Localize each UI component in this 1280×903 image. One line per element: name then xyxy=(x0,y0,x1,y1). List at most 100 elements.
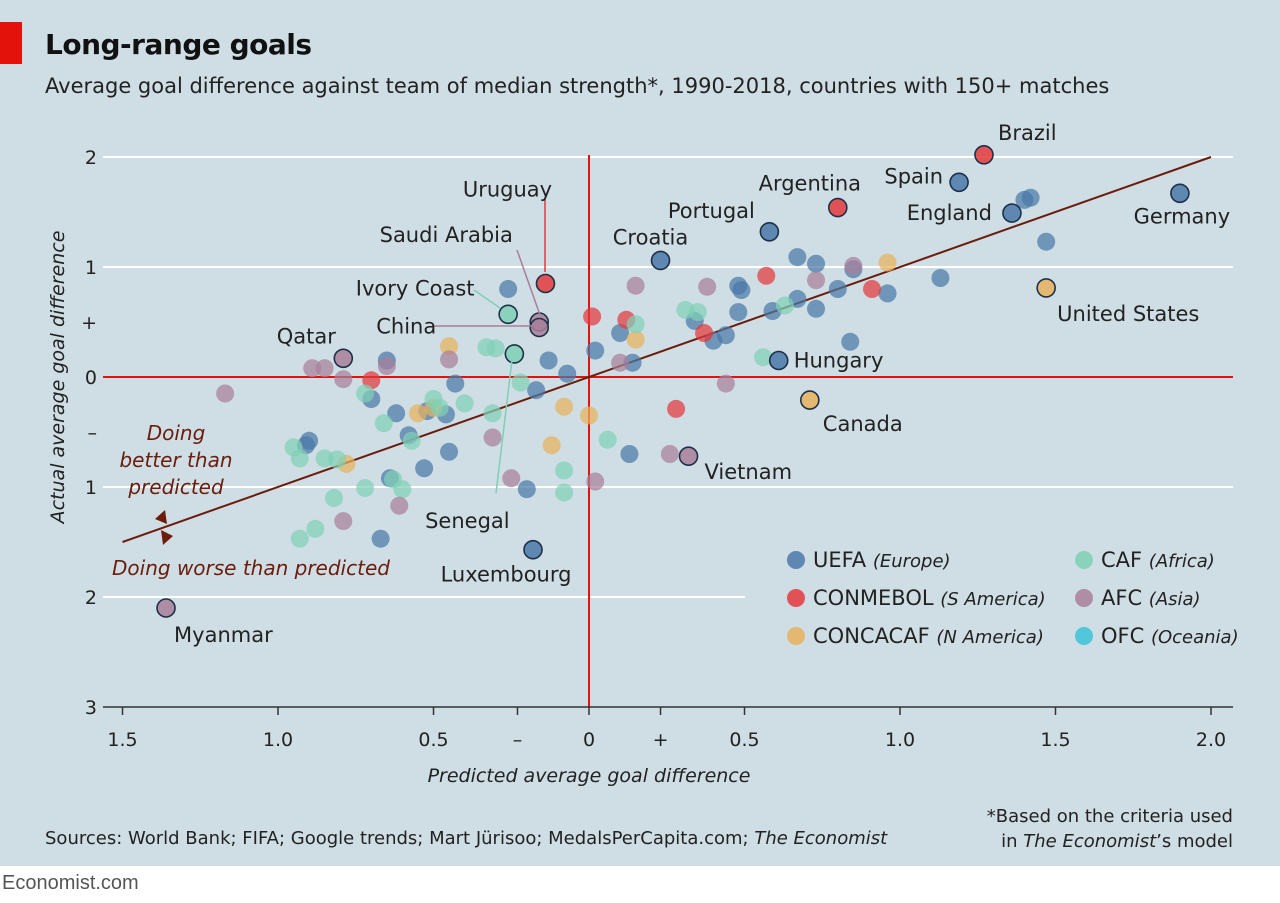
highlighted-point xyxy=(1170,183,1190,204)
data-point xyxy=(807,271,826,290)
legend-label: OFC (Oceania) xyxy=(1101,624,1239,648)
point-label: Brazil xyxy=(998,121,1057,145)
y-tick-label: 0 xyxy=(85,367,97,389)
legend-swatch xyxy=(787,627,805,645)
y-tick-label: 3 xyxy=(85,697,97,719)
data-points xyxy=(156,145,1190,618)
data-point xyxy=(502,469,521,488)
point-label: China xyxy=(376,315,436,339)
data-point xyxy=(539,351,558,370)
trend-line-group xyxy=(122,156,1212,543)
y-tick-label: 2 xyxy=(85,587,97,609)
point-label: Senegal xyxy=(425,509,510,533)
data-point xyxy=(284,438,303,457)
legend-group-name: CAF xyxy=(1101,548,1149,572)
chart-title: Long-range goals xyxy=(45,28,312,61)
data-point xyxy=(542,436,561,455)
point-label: United States xyxy=(1057,302,1199,326)
data-point xyxy=(754,348,773,367)
data-point xyxy=(775,296,794,315)
y-tick-label: 1 xyxy=(85,477,97,499)
data-point xyxy=(558,364,577,383)
data-point xyxy=(626,315,645,334)
data-point xyxy=(455,394,474,413)
annotation-better: better than xyxy=(119,448,232,472)
legend-swatch xyxy=(787,589,805,607)
highlighted-point xyxy=(504,344,525,364)
data-point xyxy=(393,480,412,499)
point-label: Ivory Coast xyxy=(356,276,475,300)
data-point xyxy=(586,472,605,491)
data-point xyxy=(660,445,679,463)
highlighted-point xyxy=(759,222,780,242)
legend-label: UEFA (Europe) xyxy=(813,548,951,572)
data-point xyxy=(1015,190,1034,209)
data-point xyxy=(611,353,630,372)
highlighted-point xyxy=(827,197,848,218)
data-point xyxy=(440,350,459,369)
x-tick-label: 1.0 xyxy=(263,729,293,751)
data-point xyxy=(408,404,427,423)
x-tick-label: 0 xyxy=(583,729,595,751)
highlighted-point xyxy=(768,350,789,371)
legend-swatch xyxy=(1075,627,1093,645)
annotation-better: Doing xyxy=(147,421,206,445)
data-point xyxy=(371,529,390,548)
data-point xyxy=(390,496,409,515)
x-tick-label: + xyxy=(653,729,669,751)
data-point xyxy=(402,431,421,450)
data-point xyxy=(477,338,496,357)
point-label: Uruguay xyxy=(463,178,552,202)
point-label: Croatia xyxy=(613,225,689,249)
data-point xyxy=(828,280,847,298)
footnote: *Based on the criteria used in The Econo… xyxy=(986,806,1233,852)
data-point xyxy=(440,337,459,356)
highlighted-point xyxy=(535,273,556,294)
point-label: Hungary xyxy=(794,349,884,373)
data-point xyxy=(430,398,449,417)
data-point xyxy=(377,357,396,375)
data-point xyxy=(303,359,322,378)
legend-group-name: AFC xyxy=(1101,586,1149,610)
y-tick-label: + xyxy=(81,312,97,334)
x-tick-label: 0.5 xyxy=(418,729,448,751)
point-label: Argentina xyxy=(759,172,861,196)
highlighted-point xyxy=(800,390,820,410)
data-point xyxy=(878,284,897,303)
data-point xyxy=(580,406,598,425)
data-point xyxy=(555,461,574,480)
highlighted-point xyxy=(678,446,699,467)
trend-line xyxy=(122,156,1212,543)
highlighted-point xyxy=(949,172,969,193)
highlighted-point xyxy=(650,250,671,271)
data-point xyxy=(841,332,860,351)
data-point xyxy=(356,384,375,403)
data-point xyxy=(667,399,686,418)
y-axis-title: Actual average goal difference xyxy=(47,231,69,526)
data-point xyxy=(440,442,459,461)
label-leader-line xyxy=(473,289,501,309)
data-point xyxy=(555,483,574,502)
legend-region: (Africa) xyxy=(1149,551,1215,572)
source-note: Sources: World Bank; FIFA; Google trends… xyxy=(45,828,888,849)
data-point xyxy=(878,253,897,272)
legend-swatch xyxy=(1075,551,1093,569)
data-point xyxy=(334,370,353,389)
data-point xyxy=(315,359,334,378)
legend-group-name: OFC xyxy=(1101,624,1151,648)
chart-panel xyxy=(0,0,1280,866)
legend-group-name: CONMEBOL xyxy=(813,586,940,610)
highlighted-point xyxy=(523,539,543,560)
highlighted-point xyxy=(498,304,518,325)
y-tick-label: – xyxy=(88,422,98,444)
annotations: Doing better than predicted Doing worse tha… xyxy=(112,421,390,580)
data-point xyxy=(511,373,530,392)
data-point xyxy=(626,330,645,349)
legend-region: (S America) xyxy=(940,589,1045,610)
data-point xyxy=(499,280,518,298)
data-point xyxy=(315,449,334,468)
axes: 2 1 +0 – 1 2 3 1.5 1.0 0.5 – 0 +0.5 1.0 1.5 2.0 Predicte… xyxy=(47,147,1233,787)
arrow-down-icon xyxy=(161,530,173,545)
data-point xyxy=(1037,232,1056,251)
data-point xyxy=(583,307,602,326)
